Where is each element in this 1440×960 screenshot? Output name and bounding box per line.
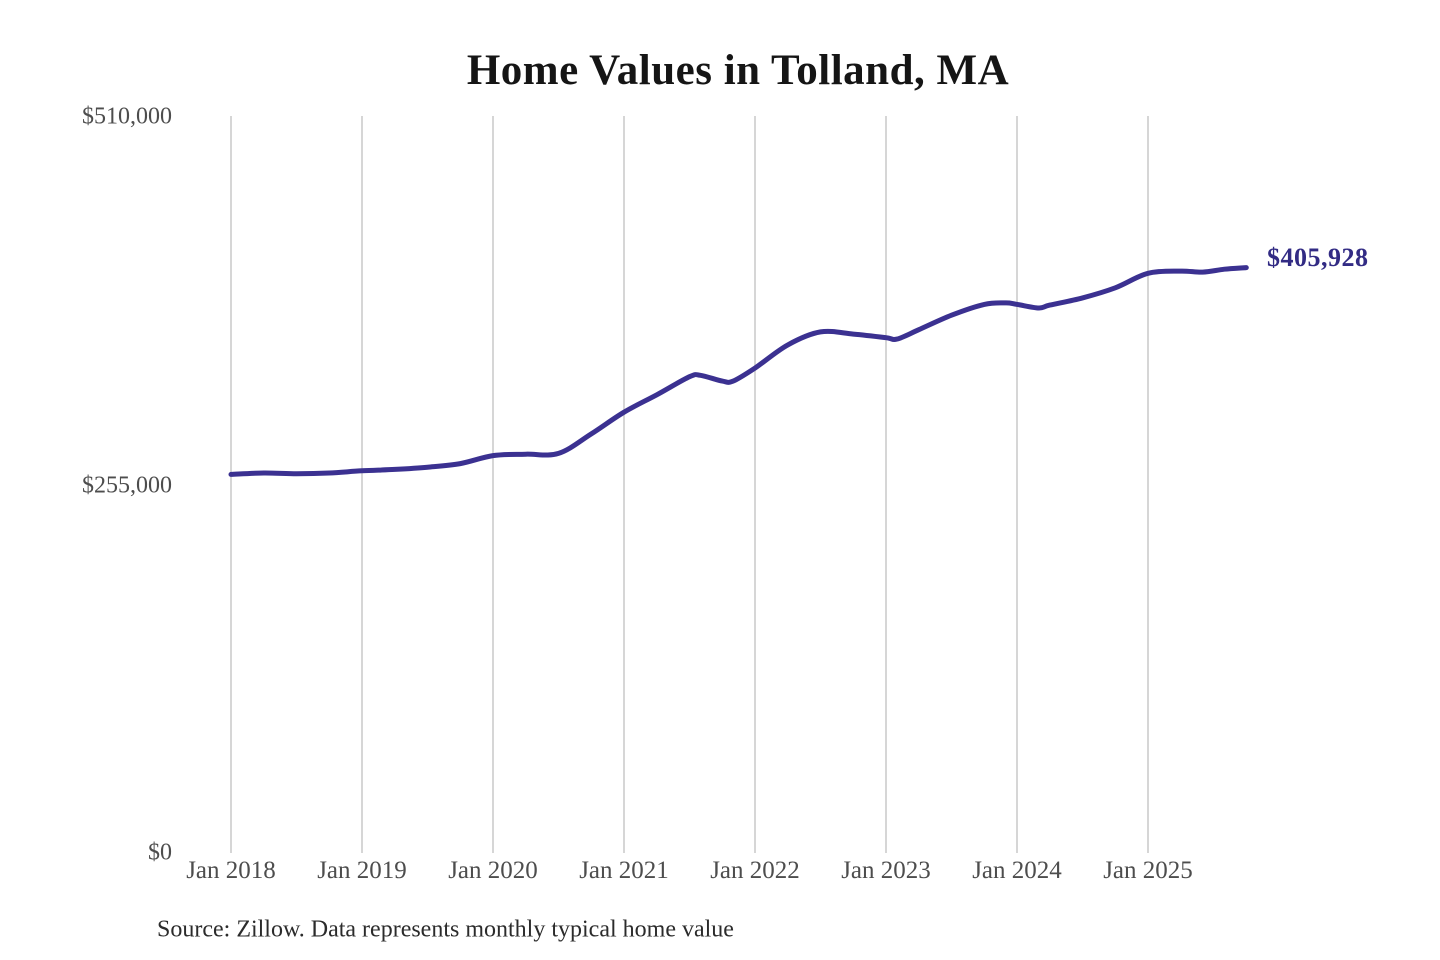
y-axis-tick-label: $0: [148, 839, 172, 866]
x-axis-tick-label: Jan 2018: [186, 857, 276, 884]
x-axis-tick-label: Jan 2023: [841, 857, 931, 884]
year-gridlines: [230, 116, 1149, 853]
x-axis-tick-label: Jan 2021: [579, 857, 669, 884]
source-note: Source: Zillow. Data represents monthly …: [157, 916, 734, 943]
y-axis-tick-label: $255,000: [82, 472, 172, 499]
home-value-line: [228, 265, 1249, 477]
chart-title: Home Values in Tolland, MA: [466, 47, 1010, 94]
x-axis-tick-label: Jan 2022: [710, 857, 800, 884]
latest-value-annotation: $405,928: [1267, 243, 1369, 272]
x-axis-tick-label: Jan 2019: [317, 857, 407, 884]
x-axis-tick-label: Jan 2020: [448, 857, 538, 884]
x-axis-tick-label: Jan 2025: [1103, 857, 1193, 884]
x-axis-tick-label: Jan 2024: [972, 857, 1062, 884]
y-axis-tick-label: $510,000: [82, 103, 172, 130]
